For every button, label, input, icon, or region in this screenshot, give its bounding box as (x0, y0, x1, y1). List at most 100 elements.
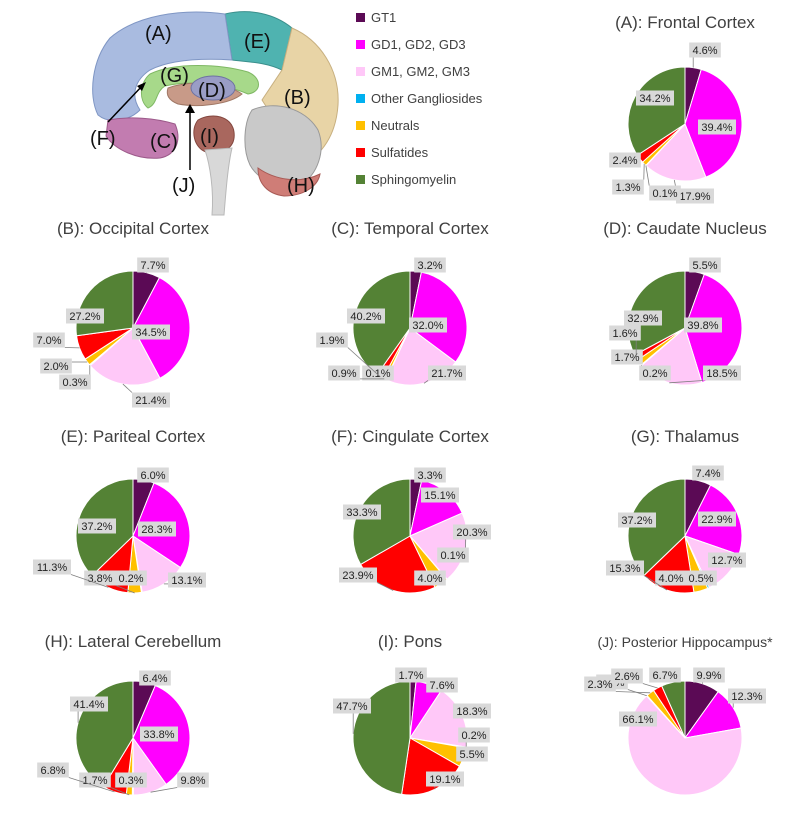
data-label: 39.8% (687, 320, 718, 332)
data-label-box (168, 572, 206, 588)
data-label: 12.3% (731, 691, 762, 703)
pie-chart: (C): Temporal Cortex 3.2% 32.0% 21.7% 0.1% 0.… (316, 219, 489, 386)
data-label-box (693, 667, 725, 683)
data-label: 33.3% (346, 507, 377, 519)
pie-chart: (J): Posterior Hippocampus* 9.9% 12.3% 66.1… (584, 634, 773, 796)
pie-title: (E): Pariteal Cortex (61, 427, 206, 446)
data-label-box (689, 257, 721, 273)
data-label: 40.2% (350, 311, 381, 323)
data-label-box (655, 570, 687, 586)
data-label: 3.2% (417, 260, 442, 272)
data-label-box (33, 332, 65, 348)
data-label: 1.7% (398, 670, 423, 682)
data-label-box (698, 511, 736, 527)
arrow-j-head (185, 104, 195, 113)
data-label: 9.8% (180, 775, 205, 787)
leader-line (122, 383, 133, 393)
brain-region-h-cerebellum-lateral (257, 167, 321, 197)
data-label-box (703, 365, 741, 381)
data-label: 4.6% (692, 45, 717, 57)
data-label-box (115, 772, 147, 788)
pie-slice (89, 327, 161, 386)
data-label: 0.1% (365, 368, 390, 380)
legend-label: Sphingomyelin (371, 172, 456, 187)
data-label: 2.6% (614, 671, 639, 683)
pie-chart: (B): Occipital Cortex 7.7% 34.5% 21.4% 0.3% 2… (33, 219, 210, 408)
data-label: 66.1% (622, 714, 653, 726)
brain-stem (204, 147, 233, 216)
data-label: 6.0% (140, 470, 165, 482)
data-label-box (428, 365, 466, 381)
data-label: 47.7% (336, 701, 367, 713)
data-label-box (437, 547, 469, 563)
pie-chart: (A): Frontal Cortex 4.6% 39.4% 17.9%0.1% 1.3… (609, 13, 755, 204)
brain-illustration: (A) (B) (C) (D) (E) (F) (G) (H) (I) (J) (90, 11, 339, 216)
data-label-box (78, 518, 116, 534)
data-label-box (692, 465, 724, 481)
legend-label: GT1 (371, 10, 396, 25)
data-label-box (698, 119, 736, 135)
data-label-box (409, 317, 447, 333)
data-label: 12.7% (711, 555, 742, 567)
data-label: 9.9% (696, 670, 721, 682)
data-label-box (138, 521, 176, 537)
data-label-box (676, 188, 714, 204)
data-label: 2.3% (587, 679, 612, 691)
data-label: 28.3% (141, 524, 172, 536)
data-label-box (414, 570, 446, 586)
data-label: 3.3% (417, 470, 442, 482)
data-label-box (339, 567, 377, 583)
data-label: 0.1% (652, 188, 677, 200)
data-label-box (395, 667, 427, 683)
data-label: 5.5% (459, 749, 484, 761)
data-label-box (333, 698, 371, 714)
brain-label-j: (J) (172, 175, 195, 197)
data-label-box (132, 324, 170, 340)
pie-title: (I): Pons (378, 632, 442, 651)
brain-label-f: (F) (90, 128, 116, 150)
pie-slice (627, 66, 686, 156)
legend-label: Other Gangliosides (371, 91, 483, 106)
data-label-box (40, 358, 72, 374)
data-label-box (611, 349, 643, 365)
data-label-box (414, 467, 446, 483)
brain-label-b: (B) (284, 87, 311, 109)
brain-label-h: (H) (287, 175, 315, 197)
data-label-box (139, 670, 171, 686)
data-label: 23.9% (342, 570, 373, 582)
data-label: 22.9% (701, 514, 732, 526)
data-label: 27.2% (69, 311, 100, 323)
data-label: 15.1% (424, 490, 455, 502)
data-label: 11.3% (37, 562, 68, 574)
data-label: 39.4% (701, 122, 732, 134)
leader-line (642, 683, 658, 689)
data-label-box (347, 308, 385, 324)
data-label-box (612, 179, 644, 195)
data-label-box (328, 365, 360, 381)
pie-slice (645, 123, 707, 182)
leader-line (115, 585, 135, 594)
data-label: 2.4% (612, 155, 637, 167)
data-label-box (115, 570, 147, 586)
data-label: 0.2% (118, 573, 143, 585)
data-label: 20.3% (456, 527, 487, 539)
data-label: 18.5% (706, 368, 737, 380)
pie-title: (B): Occipital Cortex (57, 219, 210, 238)
brain-region-d-caudate (190, 75, 236, 101)
data-label-box (609, 325, 641, 341)
data-label: 21.7% (431, 368, 462, 380)
data-label: 3.8% (87, 573, 112, 585)
pie-title: (J): Posterior Hippocampus* (597, 634, 773, 650)
data-label: 1.7% (82, 775, 107, 787)
data-label: 0.5% (688, 573, 713, 585)
legend-swatch (356, 13, 365, 22)
data-label-box (639, 365, 671, 381)
data-label-box (636, 90, 674, 106)
data-label-box (453, 703, 491, 719)
brain-label-g: (G) (160, 65, 189, 87)
data-label: 0.1% (440, 550, 465, 562)
pie-slice (352, 680, 411, 795)
data-label-box (689, 42, 721, 58)
data-label: 2.0% (43, 361, 68, 373)
